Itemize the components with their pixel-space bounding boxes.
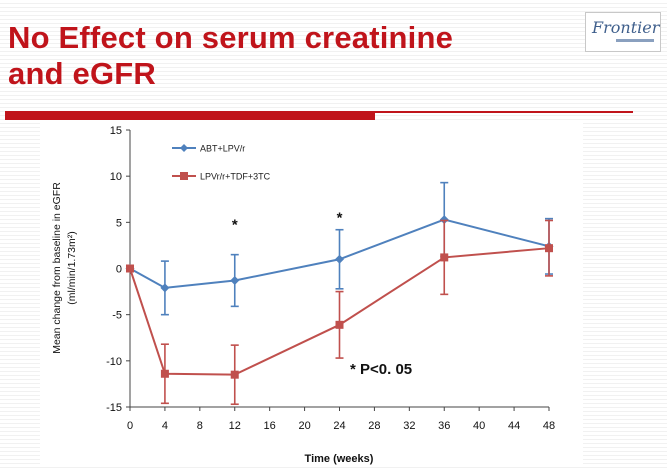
legend-marker (180, 172, 188, 180)
x-tick-label: 4 (162, 420, 168, 432)
legend-marker (180, 144, 188, 152)
series-line (129, 247, 550, 376)
title-divider-thick (5, 112, 375, 120)
x-axis-label: Time (weeks) (305, 453, 374, 465)
x-tick-label: 0 (127, 420, 133, 432)
logo-text: Frontier (592, 18, 660, 37)
data-point (230, 370, 239, 379)
x-tick-label: 32 (403, 420, 415, 432)
series-lpvr-tdf-3tc (126, 219, 553, 406)
data-point (439, 215, 449, 225)
x-tick-label: 48 (543, 420, 555, 432)
data-point (335, 254, 344, 264)
data-point (160, 369, 169, 378)
data-point (440, 253, 449, 262)
y-tick-label: -15 (106, 402, 122, 414)
y-axis-unit: (ml/min/1.73m²) (66, 231, 78, 305)
y-axis-label: Mean change from baseline in eGFR (51, 182, 63, 354)
significance-marker: * (232, 217, 238, 234)
x-tick-label: 8 (197, 420, 203, 432)
legend-label: ABT+LPV/r (200, 144, 245, 154)
x-tick-label: 24 (333, 420, 345, 432)
significance-marker: * (337, 210, 343, 227)
x-tick-label: 44 (508, 420, 520, 432)
y-tick-label: 0 (116, 264, 122, 276)
x-tick-label: 36 (438, 420, 450, 432)
chart-series: * * (125, 181, 554, 406)
slide-title-line2: and eGFR (8, 56, 157, 91)
chart-legend: ABT+LPV/r LPVr/r+TDF+3TC (172, 144, 271, 182)
y-tick-label: -10 (106, 356, 122, 368)
x-tick-label: 40 (473, 420, 485, 432)
frontier-logo: Frontier (585, 12, 661, 52)
data-point (335, 320, 344, 329)
data-point (545, 244, 553, 253)
y-tick-label: 10 (110, 171, 122, 183)
series-line (129, 218, 550, 289)
x-tick-label: 16 (264, 420, 276, 432)
data-point (160, 283, 170, 293)
y-tick-label: -5 (112, 310, 122, 322)
x-tick-label: 12 (229, 420, 241, 432)
x-tick-label: 20 (298, 420, 310, 432)
y-tick-label: 5 (116, 217, 122, 229)
y-tick-label: 15 (110, 125, 122, 137)
x-tick-label: 28 (368, 420, 380, 432)
slide-title: No Effect on serum creatinine and eGFR (8, 20, 453, 92)
significance-annotation: * P<0. 05 (350, 361, 412, 378)
logo-tagline-mark (616, 39, 654, 42)
legend-label: LPVr/r+TDF+3TC (200, 172, 271, 182)
data-point (230, 276, 240, 286)
data-point (126, 264, 134, 273)
slide-title-line1: No Effect on serum creatinine (8, 20, 454, 55)
